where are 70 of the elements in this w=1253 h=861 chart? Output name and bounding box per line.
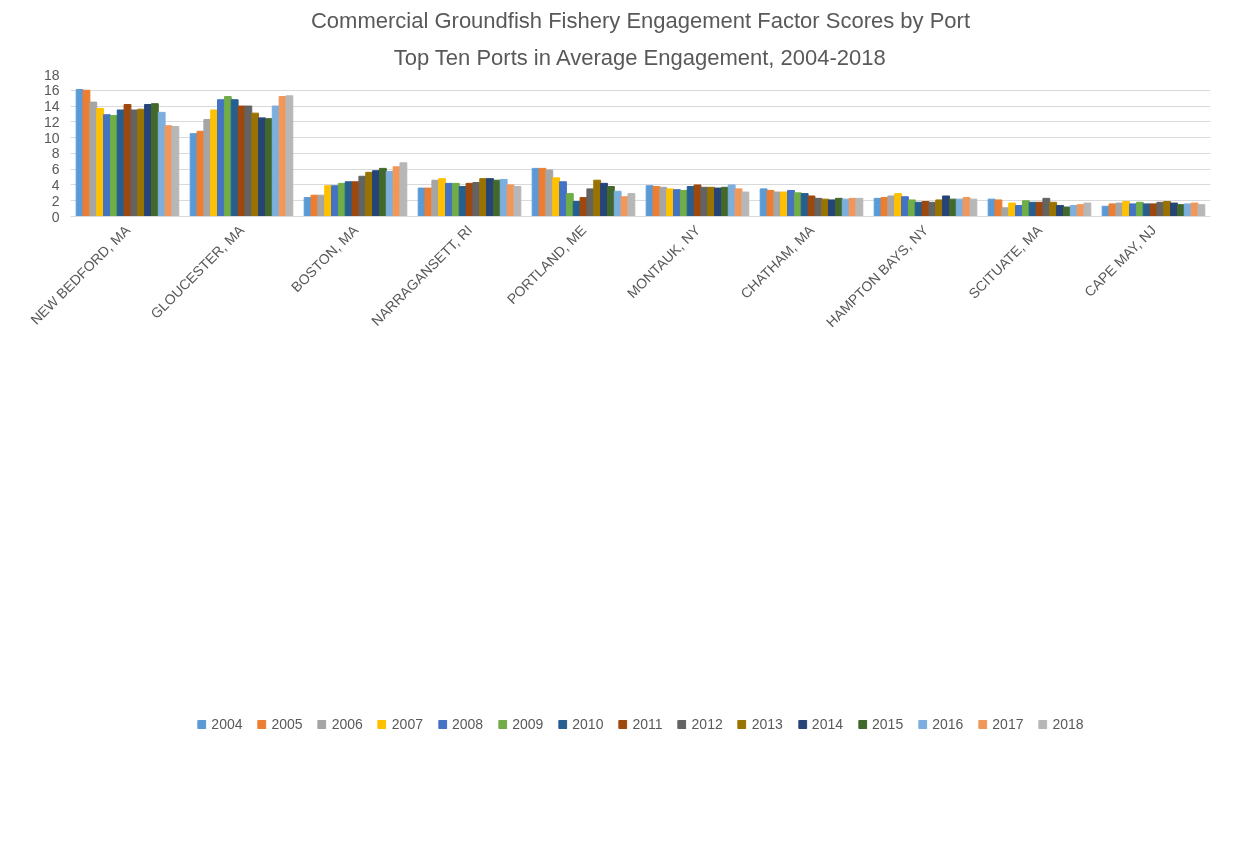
bar bbox=[244, 105, 253, 217]
legend-label: 2009 bbox=[512, 716, 544, 732]
bar bbox=[1021, 200, 1030, 217]
bar bbox=[894, 193, 903, 217]
bar bbox=[565, 193, 574, 217]
bar bbox=[994, 199, 1003, 217]
y-tick-label: 18 bbox=[43, 66, 60, 83]
y-tick-label: 4 bbox=[51, 176, 60, 193]
bar bbox=[1042, 197, 1051, 217]
bar bbox=[285, 95, 294, 217]
legend-label: 2013 bbox=[751, 716, 783, 732]
legend-label: 2007 bbox=[391, 716, 423, 732]
legend-label: 2005 bbox=[271, 716, 303, 732]
bar bbox=[1190, 202, 1199, 217]
bar bbox=[907, 199, 916, 217]
bar bbox=[506, 184, 515, 217]
bar bbox=[942, 195, 950, 217]
bar bbox=[399, 162, 408, 217]
y-tick-label: 10 bbox=[43, 129, 60, 146]
y-tick-label: 0 bbox=[51, 208, 60, 225]
bar bbox=[773, 191, 782, 217]
legend-label: 2010 bbox=[572, 716, 604, 732]
bar bbox=[545, 169, 554, 217]
legend-label: 2008 bbox=[451, 716, 484, 732]
bar bbox=[606, 186, 615, 217]
bar bbox=[171, 126, 180, 217]
legend-label: 2015 bbox=[872, 716, 904, 732]
chart-subtitle: Top Ten Ports in Average Engagement, 2004-2018 bbox=[393, 44, 886, 70]
chart-title: Commercial Groundfish Fishery Engagement Factor Scores by Port bbox=[310, 7, 971, 33]
y-tick-label: 16 bbox=[43, 82, 60, 99]
legend-label: 2004 bbox=[211, 716, 243, 732]
bar bbox=[793, 192, 802, 217]
bar bbox=[1062, 206, 1071, 217]
y-tick-label: 12 bbox=[43, 113, 60, 130]
bar bbox=[552, 177, 561, 217]
y-tick-label: 6 bbox=[51, 161, 60, 178]
legend-label: 2018 bbox=[1052, 716, 1084, 732]
bar bbox=[1115, 202, 1124, 217]
bar bbox=[438, 178, 447, 217]
bar bbox=[513, 186, 522, 217]
legend-label: 2017 bbox=[992, 716, 1024, 732]
bar bbox=[96, 107, 105, 217]
bar bbox=[559, 181, 567, 217]
legend-label: 2014 bbox=[811, 716, 844, 732]
bar bbox=[666, 188, 675, 217]
bar bbox=[1083, 202, 1092, 217]
bar bbox=[1170, 202, 1178, 217]
bar bbox=[123, 103, 132, 217]
bar bbox=[734, 188, 743, 217]
bar bbox=[82, 89, 91, 217]
y-tick-label: 8 bbox=[51, 145, 60, 162]
bar bbox=[969, 198, 978, 217]
bar bbox=[741, 191, 750, 217]
y-tick-label: 2 bbox=[51, 192, 60, 209]
legend-label: 2006 bbox=[331, 716, 363, 732]
legend-label: 2012 bbox=[691, 716, 723, 732]
bar bbox=[948, 198, 957, 217]
bar bbox=[1008, 202, 1017, 217]
legend-label: 2011 bbox=[632, 716, 663, 732]
bar bbox=[807, 195, 816, 217]
bar bbox=[1197, 204, 1206, 217]
bar bbox=[627, 193, 636, 217]
bar bbox=[821, 198, 830, 217]
bar bbox=[89, 101, 98, 217]
bar bbox=[855, 197, 864, 217]
bar bbox=[901, 196, 909, 217]
bar bbox=[150, 103, 159, 217]
legend-label: 2016 bbox=[932, 716, 964, 732]
bar bbox=[693, 184, 702, 217]
y-tick-label: 14 bbox=[43, 98, 60, 115]
